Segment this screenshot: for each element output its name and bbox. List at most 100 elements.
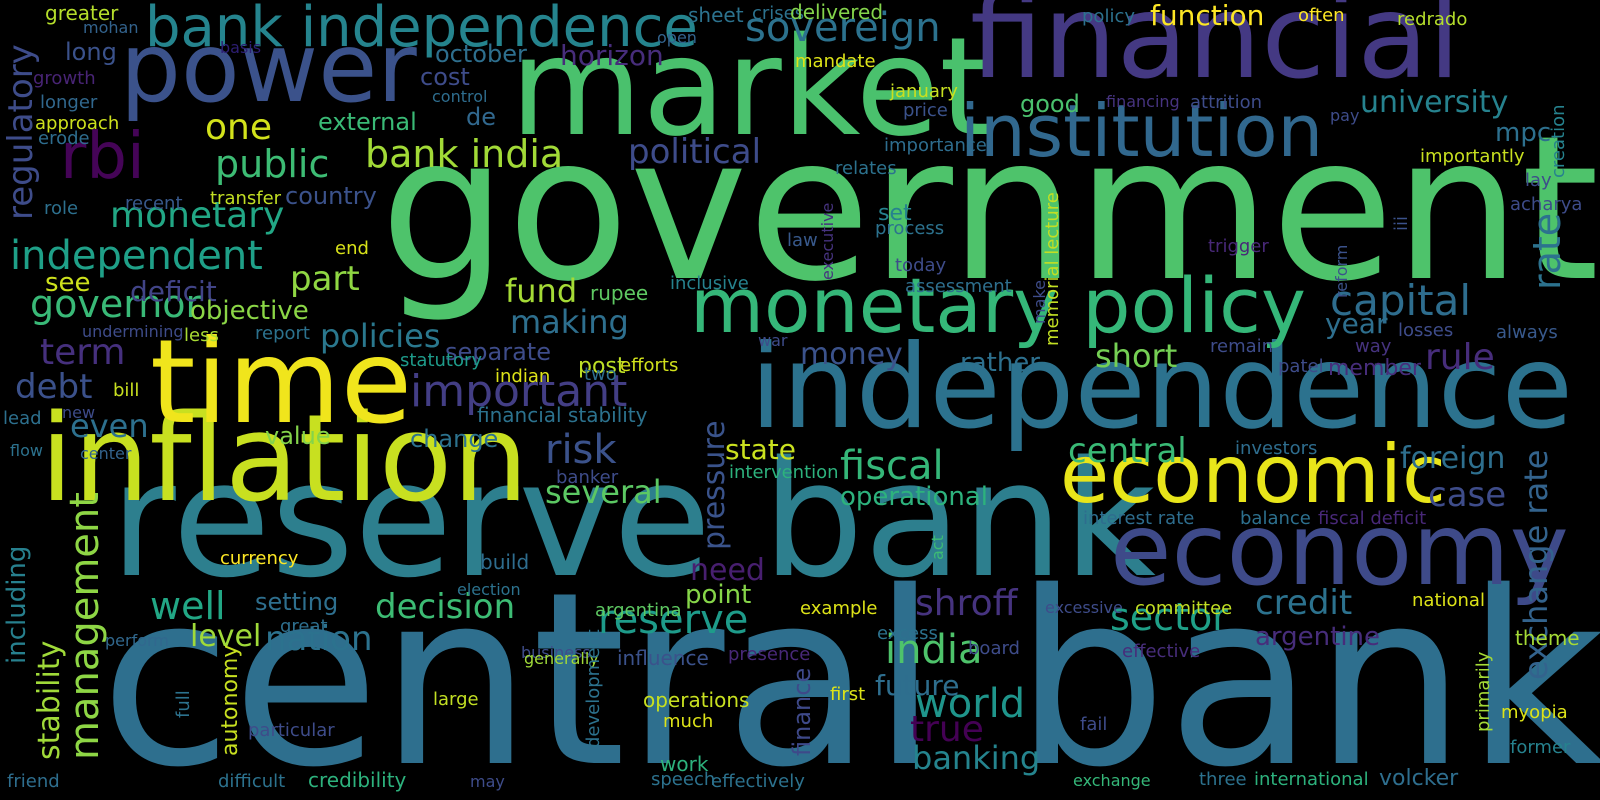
word-committee: committee bbox=[1135, 598, 1233, 619]
word-balance: balance bbox=[1240, 508, 1311, 529]
word-way: way bbox=[1355, 336, 1392, 357]
word-even: even bbox=[70, 407, 149, 445]
word-reserve: reserve bbox=[598, 597, 749, 643]
word-operations: operations bbox=[643, 688, 750, 712]
word-october: october bbox=[435, 40, 527, 68]
word-banking: banking bbox=[912, 739, 1041, 777]
word-effective: effective bbox=[1122, 641, 1201, 662]
word-management: management bbox=[62, 492, 108, 760]
word-sector: sector bbox=[1110, 595, 1228, 639]
word-creation: creation bbox=[1548, 104, 1569, 179]
word-separate: separate bbox=[445, 338, 551, 366]
word-shroff: shroff bbox=[915, 583, 1018, 624]
word-report: report bbox=[255, 323, 310, 344]
word-financial: financial bbox=[970, 0, 1461, 105]
word-mohan: mohan bbox=[83, 18, 139, 37]
word-myopia: myopia bbox=[1501, 702, 1568, 723]
word-great: great bbox=[280, 616, 328, 637]
word-government: government bbox=[380, 93, 1600, 326]
word-role: role bbox=[44, 198, 79, 219]
word-objective: objective bbox=[190, 296, 309, 326]
word-excess: excess bbox=[877, 623, 938, 644]
word-iii: iii bbox=[1391, 215, 1412, 231]
word-nation: nation bbox=[265, 619, 373, 659]
word-open: open bbox=[657, 28, 697, 47]
word-central-bank: central bank bbox=[100, 540, 1600, 800]
word-end: end bbox=[335, 238, 369, 259]
word-operational: operational bbox=[840, 482, 988, 512]
word-three: three bbox=[1199, 769, 1247, 790]
word-deficit: deficit bbox=[130, 275, 217, 308]
word-much: much bbox=[663, 711, 714, 732]
word-one: one bbox=[205, 107, 272, 148]
word-rule: rule bbox=[1425, 337, 1495, 378]
word-acharya: acharya bbox=[1510, 194, 1583, 215]
word-control: control bbox=[432, 87, 488, 106]
word-case: case bbox=[1428, 475, 1507, 515]
word-good: good bbox=[1020, 90, 1080, 118]
word-greater: greater bbox=[45, 1, 119, 25]
word-inclusive: inclusive bbox=[670, 273, 749, 294]
word-first: first bbox=[830, 684, 866, 705]
word-lay: lay bbox=[1525, 170, 1552, 191]
word-state: state bbox=[725, 433, 796, 466]
word-primarily: primarily bbox=[1473, 651, 1494, 732]
word-executive: executive bbox=[818, 202, 837, 280]
word-foreign: foreign bbox=[1400, 441, 1506, 476]
word-erode: erode bbox=[38, 128, 90, 149]
word-several: several bbox=[545, 473, 662, 511]
word-important: important bbox=[410, 366, 628, 417]
word-indian: indian bbox=[495, 366, 551, 387]
word-election: election bbox=[457, 580, 521, 599]
word-university: university bbox=[1360, 85, 1509, 120]
word-crises: crises bbox=[752, 3, 805, 24]
word-future: future bbox=[875, 669, 960, 702]
word-bank-india: bank india bbox=[365, 132, 564, 176]
word-making: making bbox=[510, 303, 629, 341]
word-member: member bbox=[1328, 356, 1421, 381]
word-longer: longer bbox=[40, 92, 98, 113]
word-institution: institution bbox=[960, 89, 1324, 173]
word-policies: policies bbox=[320, 317, 441, 355]
word-governor: governor bbox=[30, 282, 202, 326]
word-sovereign: sovereign bbox=[745, 5, 941, 51]
word-transfer: transfer bbox=[210, 188, 282, 209]
word-well: well bbox=[150, 584, 226, 628]
word-banker: banker bbox=[556, 467, 619, 488]
word-theme: theme bbox=[1515, 626, 1580, 650]
word-fiscal-deficit: fiscal deficit bbox=[1318, 508, 1427, 529]
word-inflation: inflation bbox=[40, 390, 529, 529]
word-power: power bbox=[120, 12, 417, 124]
word-de: de bbox=[466, 103, 496, 131]
word-growth: growth bbox=[33, 68, 96, 89]
word-process: process bbox=[875, 218, 945, 239]
word-recent: recent bbox=[125, 193, 183, 214]
word-center: center bbox=[80, 444, 132, 463]
word-short: short bbox=[1095, 337, 1178, 375]
word-former: former bbox=[1510, 737, 1571, 758]
word-part: part bbox=[290, 259, 360, 299]
word-importance: importance bbox=[884, 135, 987, 156]
word-economic: economic bbox=[1060, 428, 1446, 521]
word-reform: reform bbox=[1332, 244, 1351, 298]
word-world: world bbox=[915, 681, 1026, 727]
word-build: build bbox=[480, 550, 530, 574]
word-rupee: rupee bbox=[590, 281, 649, 305]
word-approach: approach bbox=[35, 113, 120, 134]
word-external: external bbox=[318, 108, 417, 136]
word-need: need bbox=[690, 553, 765, 588]
word-today: today bbox=[895, 255, 947, 276]
word-decision: decision bbox=[375, 587, 516, 627]
word-autonomy: autonomy bbox=[218, 644, 243, 756]
word-rate: rate bbox=[1525, 212, 1569, 290]
word-friend: friend bbox=[7, 771, 60, 792]
word-including: including bbox=[2, 545, 32, 664]
word-post: post bbox=[578, 354, 626, 379]
word-interest-rate: interest rate bbox=[1083, 508, 1195, 529]
word-fiscal: fiscal bbox=[840, 443, 944, 489]
word-board: board bbox=[968, 638, 1020, 659]
word-memorial-lecture: memorial lecture bbox=[1042, 192, 1063, 346]
word-change: change bbox=[410, 425, 499, 453]
word-business: business bbox=[521, 643, 591, 662]
